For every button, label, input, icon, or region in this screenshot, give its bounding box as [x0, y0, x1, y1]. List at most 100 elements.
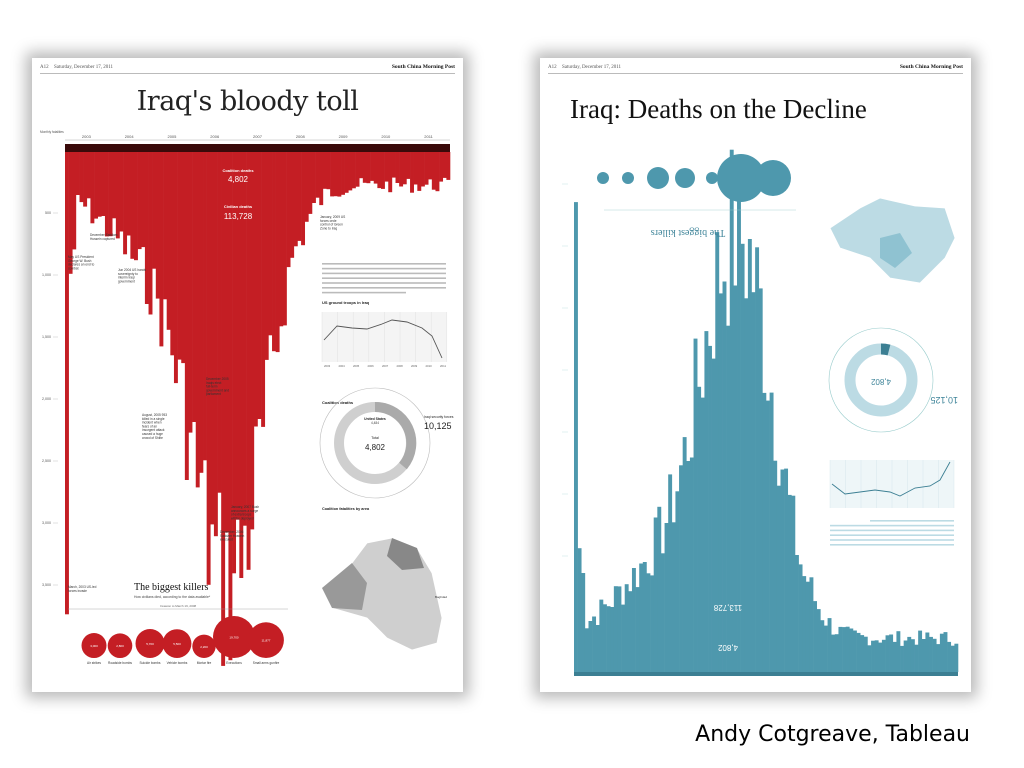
- civilian-bar: [203, 152, 207, 461]
- coalition-label: Coalition deaths: [222, 168, 254, 173]
- killer-category: Vehicle bombs: [167, 661, 188, 665]
- year-tick-label: 2006: [210, 134, 220, 139]
- civilian-bar-teal: [592, 616, 597, 672]
- civilian-bar-teal: [693, 338, 698, 672]
- civilian-bar-teal: [791, 495, 796, 672]
- civilian-bar-teal: [617, 586, 622, 672]
- civilian-bar-teal: [737, 155, 741, 672]
- killer-bubble: [248, 622, 284, 659]
- civilian-bar-teal: [726, 325, 731, 672]
- killer-value: 2,800: [116, 644, 124, 648]
- intro-text-line-teal: [830, 524, 954, 527]
- civilian-bar-teal: [903, 640, 908, 672]
- civilian-value-mirror: 113,728: [713, 603, 742, 612]
- troops-line-teal: [831, 461, 951, 497]
- civilian-bar: [359, 152, 364, 179]
- killer-bubble: [192, 634, 216, 659]
- outer-ring: [319, 387, 431, 499]
- civilian-bar: [94, 152, 98, 219]
- map-region-teal: [880, 233, 912, 268]
- civilian-bar: [322, 152, 327, 189]
- civilian-bar: [181, 152, 186, 364]
- civilian-bar: [257, 152, 262, 419]
- civilian-bar-teal: [780, 469, 785, 672]
- intro-text-line-teal: [870, 520, 954, 522]
- civilian-bar: [290, 152, 295, 258]
- civilian-bar-teal: [697, 386, 702, 672]
- civilian-bar-teal: [689, 457, 694, 672]
- map-region-north: [387, 538, 424, 570]
- total-mirror: 4,802: [870, 377, 891, 386]
- civilian-bar: [446, 152, 451, 180]
- civilian-bar-teal: [581, 573, 586, 672]
- civilian-bar: [115, 152, 120, 239]
- civilian-bar: [159, 152, 164, 347]
- civilian-bar: [228, 152, 233, 661]
- annotation-text: August, 2005 953 killed in a single incide…: [142, 413, 167, 440]
- masthead-paper-right: South China Morning Post: [899, 64, 963, 70]
- civilian-bar-teal: [599, 599, 604, 672]
- civilian-bar: [391, 152, 396, 178]
- civilian-bar-teal: [624, 584, 629, 672]
- civilian-bar: [362, 152, 367, 183]
- civilian-bar: [246, 152, 251, 570]
- us-value: 4,484: [371, 421, 379, 425]
- civilian-bar-teal: [613, 586, 618, 672]
- civilian-bar: [166, 152, 171, 330]
- killer-category: Suicide bombs: [140, 661, 161, 665]
- civilian-bar-teal: [939, 633, 944, 672]
- civilian-bar: [431, 152, 436, 190]
- civilian-bar-teal: [660, 553, 665, 672]
- masthead-date: Saturday, December 17, 2011: [54, 65, 114, 70]
- troops-x-tick: 2004: [339, 364, 346, 368]
- civilian-bar-teal: [820, 620, 825, 672]
- civilian-bar: [311, 152, 316, 203]
- left-chart: 2003 2004 2005 2006 2007 2008 2009 2010 2011 Mont…: [40, 130, 454, 666]
- coalition-ring-segment-teal: [880, 343, 891, 356]
- civilian-bar-teal: [954, 643, 959, 672]
- y-tick-label: 1,000: [42, 273, 51, 277]
- killer-bubble-teal: [597, 172, 609, 184]
- civilian-bar-teal: [584, 628, 589, 672]
- civilian-bar-teal: [838, 626, 843, 672]
- killer-category: Mortar fire: [197, 661, 212, 665]
- civilian-bar-teal: [733, 285, 738, 672]
- year-tick-label: 2007: [253, 134, 263, 139]
- killer-bubble-teal: [675, 168, 695, 188]
- annotation-text: January, 2007 Bush announces a surge of ex…: [231, 505, 259, 520]
- killer-bubble: [135, 628, 165, 658]
- civilian-bar: [195, 152, 200, 488]
- civilian-bar: [275, 152, 280, 353]
- civilian-bar-teal: [784, 468, 789, 672]
- axis-title: Monthly fatalities: [40, 130, 64, 134]
- civilian-bar: [264, 152, 269, 360]
- killer-bubble: [162, 629, 192, 659]
- civilian-bar: [210, 152, 215, 525]
- civilian-bar: [90, 152, 95, 224]
- troops-x-tick: 2005: [353, 364, 360, 368]
- civilian-bar: [304, 152, 309, 222]
- year-tick-label: 2011: [424, 134, 433, 139]
- civilian-bar: [250, 152, 255, 530]
- civilian-bar-teal: [679, 465, 683, 672]
- coalition-deaths-band: [65, 144, 450, 152]
- civilian-bar: [221, 152, 226, 666]
- civilian-bar-teal: [885, 635, 890, 672]
- civilian-bar: [282, 152, 287, 326]
- civilian-bar: [351, 152, 356, 189]
- civilian-bar: [297, 152, 302, 241]
- civilian-bar: [402, 152, 407, 185]
- civilian-bar: [435, 152, 440, 192]
- civilian-bar-teal: [671, 522, 676, 672]
- annotation-text: March, 2003 US-led forces invade: [68, 585, 97, 593]
- troops-x-tick: 2003: [324, 364, 331, 368]
- civilian-bar: [370, 152, 375, 181]
- map-region-anbar: [322, 563, 367, 610]
- civilian-bar: [173, 152, 178, 384]
- civilian-bar-teal: [762, 392, 767, 672]
- killer-value: 19,700: [229, 636, 239, 640]
- civilian-bar: [315, 152, 320, 198]
- civilian-bar: [293, 152, 298, 247]
- civilian-bar-teal: [635, 587, 640, 672]
- civilian-bar-teal: [758, 288, 763, 672]
